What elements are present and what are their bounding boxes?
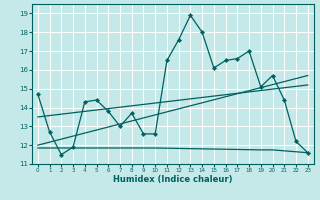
X-axis label: Humidex (Indice chaleur): Humidex (Indice chaleur)	[113, 175, 233, 184]
